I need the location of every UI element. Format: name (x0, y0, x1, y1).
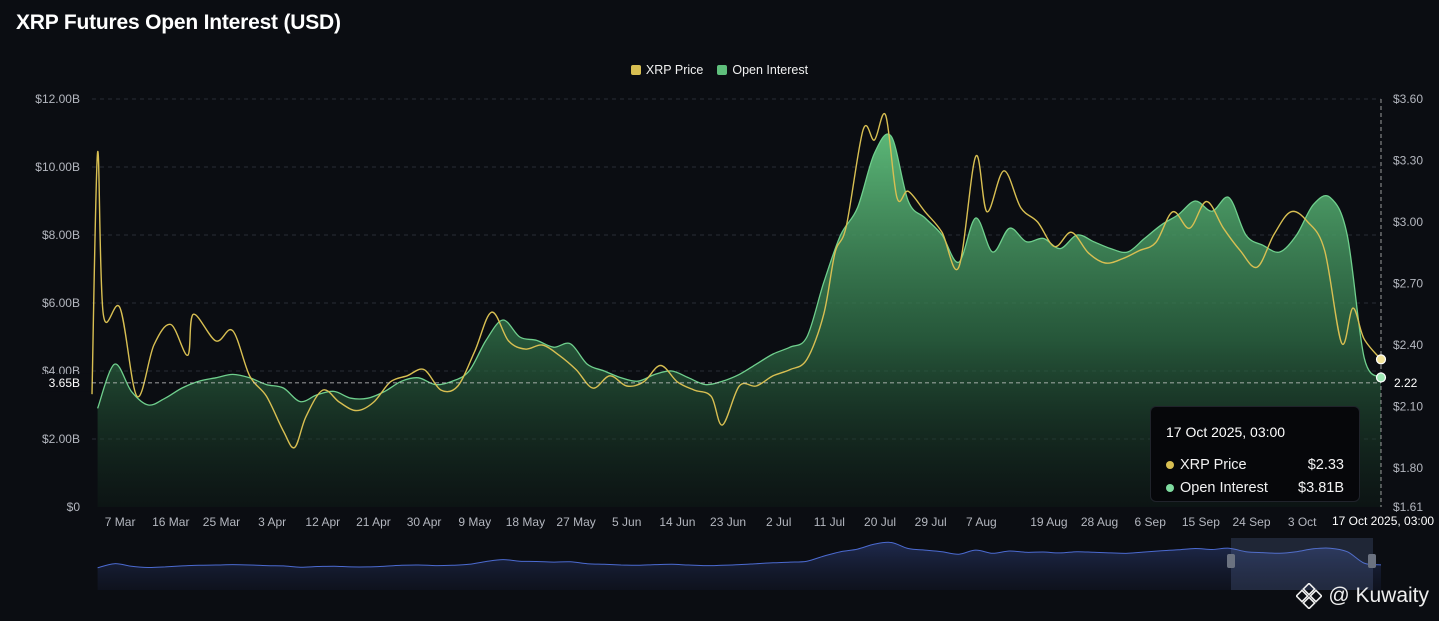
y-right-tick-label: $3.60 (1393, 92, 1423, 106)
crosshair-left-label-bg (38, 373, 90, 392)
x-tick-label: 3 Oct (1288, 515, 1317, 529)
x-tick-label: 21 Apr (356, 515, 391, 529)
legend-label-open-interest: Open Interest (732, 63, 809, 77)
x-tick-label: 24 Sep (1233, 515, 1271, 529)
legend-swatch-price (630, 65, 641, 75)
open-interest-area (97, 133, 1382, 507)
tooltip-row-open-interest: Open Interest $3.81B (1166, 480, 1344, 496)
x-tick-label: 5 Jun (612, 515, 641, 529)
page-title: XRP Futures Open Interest (USD) (16, 11, 341, 34)
navigator-handle-right (1368, 554, 1376, 568)
y-left-tick-label: $0 (67, 500, 81, 514)
navigator-handle-left (1227, 554, 1235, 568)
tooltip-dot-price (1166, 461, 1174, 469)
legend-label-price: XRP Price (645, 63, 704, 77)
y-left-tick-label: $8.00B (42, 228, 80, 242)
x-tick-label: 7 Mar (105, 515, 136, 529)
xrp-price-line (91, 112, 1382, 449)
crosshair-right-label: 2.22 (1394, 376, 1418, 390)
y-right-tick-label: $2.40 (1393, 338, 1423, 352)
x-tick-label: 3 Apr (258, 515, 286, 529)
open-interest-marker (1375, 372, 1387, 383)
y-right-tick-label: $3.00 (1393, 215, 1423, 229)
y-left-tick-label: $10.00B (35, 160, 80, 174)
crosshair-x-label: 17 Oct 2025, 03:00 (1328, 512, 1439, 530)
legend-swatch-open-interest (717, 65, 728, 75)
navigator-selection (1231, 538, 1373, 590)
x-tick-label: 25 Mar (203, 515, 240, 529)
series-group (91, 112, 1382, 507)
y-right-tick-label: $2.70 (1393, 277, 1423, 291)
y-right-tick-label: $3.30 (1393, 154, 1423, 168)
x-tick-label: 27 May (556, 515, 595, 529)
legend-item-open-interest[interactable]: Open Interest (717, 63, 808, 77)
y-axis-left: $0$2.00B$4.00B$6.00B$8.00B$10.00B$12.00B (35, 92, 80, 514)
y-right-tick-label: $1.80 (1393, 461, 1423, 475)
x-tick-label: 15 Sep (1182, 515, 1220, 529)
x-tick-label: 9 May (458, 515, 491, 529)
tooltip-value-open-interest: $3.81B (1298, 480, 1344, 496)
tooltip: 17 Oct 2025, 03:00 XRP Price $2.33 Open … (1150, 406, 1360, 502)
tooltip-row-price: XRP Price $2.33 (1166, 457, 1344, 473)
x-tick-label: 11 Jul (814, 515, 845, 529)
price-marker (1375, 354, 1387, 365)
x-tick-label: 2 Jul (766, 515, 791, 529)
chart-legend: XRP Price Open Interest (0, 63, 1439, 77)
x-tick-label: 28 Aug (1081, 515, 1118, 529)
x-tick-label: 23 Jun (710, 515, 746, 529)
x-tick-label: 14 Jun (659, 515, 695, 529)
x-tick-label: 18 May (506, 515, 545, 529)
navigator-area (97, 542, 1382, 590)
y-left-tick-label: $12.00B (35, 92, 80, 106)
navigator-line (97, 541, 1382, 569)
crosshair-left-label: 3.65B (49, 376, 80, 390)
tooltip-time: 17 Oct 2025, 03:00 (1166, 424, 1286, 440)
tooltip-label-price: XRP Price (1180, 457, 1247, 473)
x-tick-label: 16 Mar (152, 515, 189, 529)
x-tick-label: 20 Jul (864, 515, 896, 529)
crosshair: 3.65B 2.22 (38, 99, 1418, 507)
x-tick-label: 6 Sep (1135, 515, 1167, 529)
open-interest-line (96, 133, 1382, 409)
tooltip-dot-open-interest (1166, 484, 1174, 492)
x-tick-label: 7 Aug (966, 515, 997, 529)
y-left-tick-label: $2.00B (42, 432, 80, 446)
x-axis: 7 Mar 16 Mar 25 Mar 3 Apr 12 Apr 21 Apr 30 Apr… (105, 515, 1317, 529)
x-tick-label: 12 Apr (305, 515, 340, 529)
y-right-tick-label: $2.10 (1393, 400, 1423, 414)
range-navigator[interactable] (97, 538, 1382, 590)
watermark: @ Kuwaity (1296, 583, 1429, 609)
tooltip-label-open-interest: Open Interest (1180, 480, 1268, 496)
x-tick-label: 29 Jul (915, 515, 947, 529)
binance-logo-icon (1296, 583, 1323, 609)
y-left-tick-label: $6.00B (42, 296, 80, 310)
legend-item-price[interactable]: XRP Price (630, 63, 704, 77)
y-axis-right: $1.61 $1.80 $2.10 $2.40 $2.70 $3.00 $3.30 $3.60 (1393, 92, 1423, 514)
y-right-tick-label: $1.61 (1393, 500, 1423, 514)
x-tick-label: 30 Apr (407, 515, 442, 529)
tooltip-value-price: $2.33 (1307, 457, 1344, 473)
watermark-text: @ Kuwaity (1328, 584, 1429, 607)
x-tick-label: 19 Aug (1030, 515, 1067, 529)
